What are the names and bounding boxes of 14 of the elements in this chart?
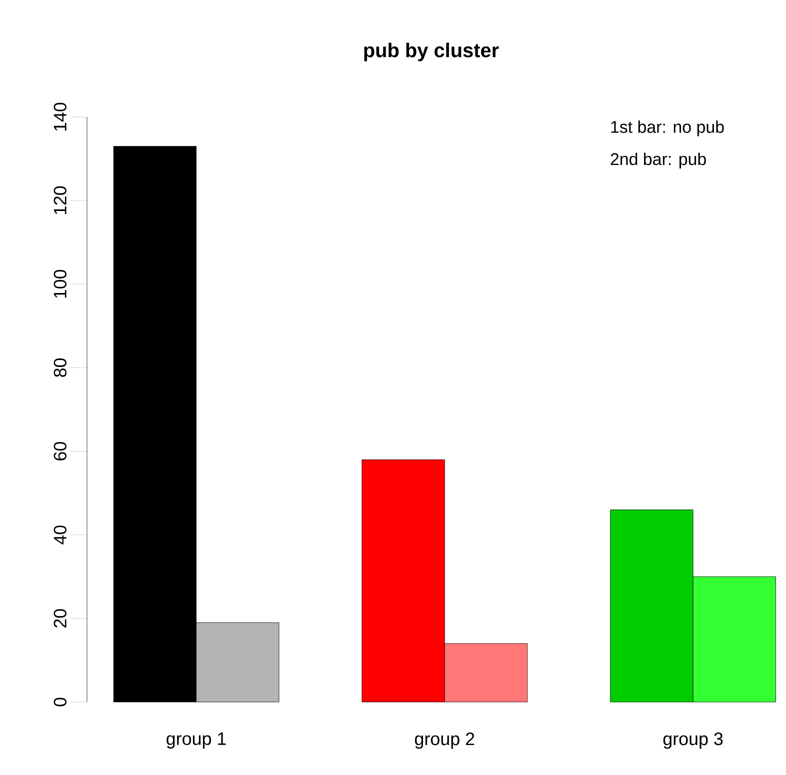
x-tick-label: group 3	[663, 732, 723, 749]
y-tick-label: 140	[54, 102, 66, 131]
x-tick-label: group 2	[415, 732, 474, 749]
y-tick-label: 100	[54, 270, 66, 298]
y-tick-label: 80	[54, 358, 66, 377]
y-tick-label: 60	[54, 442, 66, 460]
chart-title: pub by cluster	[364, 42, 499, 62]
x-tick-label: group 1	[166, 732, 226, 749]
annotation: 1st bar: no pub	[611, 120, 724, 136]
y-tick-label: 120	[54, 186, 66, 214]
y-tick-label: 20	[54, 609, 66, 628]
y-tick-label: 0	[54, 698, 66, 706]
y-tick-label: 40	[54, 526, 66, 544]
annotation: 2nd bar: pub	[610, 152, 706, 168]
